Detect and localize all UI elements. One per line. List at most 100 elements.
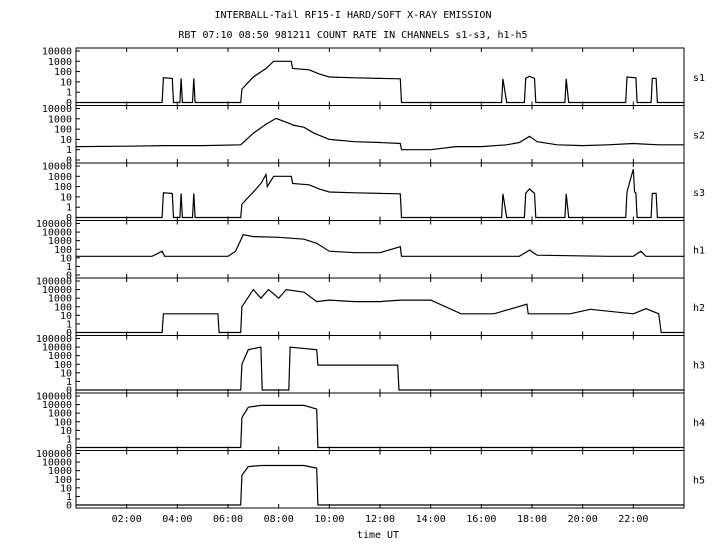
y-tick-label: 10000: [42, 104, 72, 115]
channel-label-h1: h1: [693, 245, 705, 256]
y-tick-label: 10000: [42, 285, 72, 296]
y-tick-label: 10000: [42, 400, 72, 411]
y-tick-label: 100: [54, 475, 72, 486]
y-tick-label: 0: [66, 386, 72, 397]
y-tick-label: 10: [60, 483, 72, 494]
panel-frame: [75, 277, 685, 336]
series-line-h5: [76, 464, 684, 506]
chart-title: INTERBALL-Tail RF15-I HARD/SOFT X-RAY EM…: [215, 10, 492, 21]
y-tick-label: 0: [66, 213, 72, 224]
y-tick-label: 1000: [48, 294, 72, 305]
series-line-s1: [76, 60, 684, 104]
series-line-s3: [76, 168, 684, 219]
series-line-h2: [76, 288, 684, 334]
series-line-h1: [76, 234, 684, 257]
channel-label-h5: h5: [693, 475, 705, 486]
x-tick-label: 02:00: [112, 514, 142, 525]
y-tick-label: 1000: [48, 57, 72, 68]
y-tick-label: 1: [66, 262, 72, 273]
y-tick-label: 100: [54, 360, 72, 371]
y-tick-label: 10000: [42, 458, 72, 469]
x-axis: 02:00 04:00 06:00 08:00 10:00 12:00 14:00 16:00…: [112, 514, 649, 525]
series-line-h4: [76, 404, 684, 449]
channel-label-s2: s2: [693, 130, 705, 141]
y-tick-label: 0: [66, 98, 72, 109]
y-tick-label: 100: [54, 67, 72, 78]
x-tick-label: 18:00: [517, 514, 547, 525]
y-tick-label: 1: [66, 88, 72, 99]
y-tick-label: 0: [66, 443, 72, 454]
y-tick-label: 1: [66, 434, 72, 445]
x-tick-label: 16:00: [466, 514, 496, 525]
y-tick-label: 1000: [48, 236, 72, 247]
y-tick-label: 100: [54, 125, 72, 136]
y-tick-label: 10000: [42, 162, 72, 173]
y-tick-label: 10: [60, 426, 72, 437]
y-tick-label: 10: [60, 311, 72, 322]
y-tick-label: 1: [66, 377, 72, 388]
x-tick-label: 10:00: [314, 514, 344, 525]
y-tick-label: 100000: [36, 449, 72, 460]
y-tick-label: 1: [66, 492, 72, 503]
y-tick-label: 1: [66, 145, 72, 156]
panel-frame: [75, 220, 685, 279]
x-tick-label: 04:00: [162, 514, 192, 525]
y-tick-label: 1000: [48, 172, 72, 183]
y-tick-label: 1: [66, 203, 72, 214]
x-axis-label: time UT: [357, 530, 399, 541]
x-tick-label: 08:00: [264, 514, 294, 525]
channel-label-s3: s3: [693, 188, 705, 199]
x-tick-label: 12:00: [365, 514, 395, 525]
x-tick-label: 14:00: [416, 514, 446, 525]
x-tick-label: 06:00: [213, 514, 243, 525]
y-tick-label: 1000: [48, 409, 72, 420]
y-tick-label: 100000: [36, 334, 72, 345]
y-tick-label: 100000: [36, 277, 72, 288]
channel-label-h4: h4: [693, 418, 705, 429]
y-tick-label: 10: [60, 135, 72, 146]
y-tick-label: 10: [60, 77, 72, 88]
chart-subtitle: RBT 07:10 08:50 981211 COUNT RATE IN CHA…: [178, 30, 527, 41]
y-tick-label: 10: [60, 368, 72, 379]
y-tick-label: 0: [66, 501, 72, 512]
channel-panels: 1000010001001010s11000010001001010s21000…: [36, 47, 705, 512]
y-tick-label: 100: [54, 182, 72, 193]
y-tick-label: 1000: [48, 351, 72, 362]
y-tick-label: 100000: [36, 219, 72, 230]
y-tick-label: 100: [54, 302, 72, 313]
y-tick-label: 100: [54, 245, 72, 256]
panel-frame: [75, 450, 685, 509]
x-tick-label: 20:00: [568, 514, 598, 525]
series-line-h3: [76, 346, 684, 391]
series-line-s2: [75, 117, 684, 151]
y-tick-label: 10: [60, 192, 72, 203]
channel-label-h3: h3: [693, 360, 705, 371]
y-tick-label: 100: [54, 417, 72, 428]
y-tick-label: 0: [66, 328, 72, 339]
y-tick-label: 10000: [42, 228, 72, 239]
y-tick-label: 1000: [48, 466, 72, 477]
channel-label-h2: h2: [693, 303, 705, 314]
x-tick-label: 22:00: [618, 514, 648, 525]
y-tick-label: 1: [66, 319, 72, 330]
panel-frame: [75, 162, 685, 221]
y-tick-label: 10000: [42, 343, 72, 354]
y-tick-label: 0: [66, 156, 72, 167]
panel-frame: [75, 392, 685, 451]
channel-label-s1: s1: [693, 73, 705, 84]
y-tick-label: 10000: [42, 47, 72, 58]
y-tick-label: 0: [66, 271, 72, 282]
y-tick-label: 10: [60, 253, 72, 264]
panel-frame: [75, 335, 685, 394]
panel-frame: [75, 47, 685, 106]
y-tick-label: 1000: [48, 114, 72, 125]
